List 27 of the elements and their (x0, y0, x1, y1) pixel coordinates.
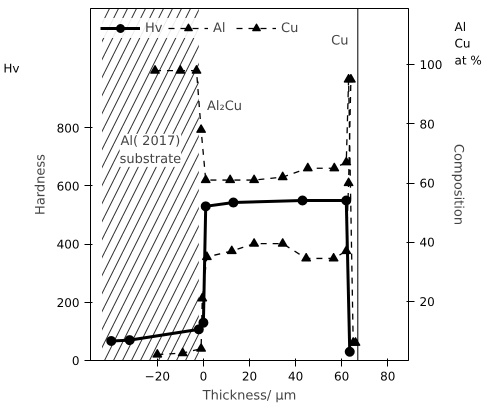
ref-line-label: Cu (331, 34, 348, 48)
y2-tick-label: 20 (420, 294, 435, 309)
y-tick-label: 600 (56, 179, 80, 194)
legend-label: Al (213, 20, 227, 36)
legend-label: Cu (281, 20, 300, 36)
y-tick-label: 0 (72, 354, 80, 368)
y2-tick-label: 100 (420, 58, 442, 72)
legend-label: Hv (145, 20, 164, 36)
x-tick-label: 0 (200, 370, 208, 384)
y2-axis-title: Composition (450, 144, 466, 226)
text: Hv (3, 61, 20, 76)
y-tick-label: 400 (56, 238, 80, 252)
y-axis-title: Hardness (34, 154, 49, 215)
x-tick-label: 20 (242, 370, 258, 384)
x-tick-label: −20 (144, 370, 170, 384)
x-axis-title: Thickness/ µm (202, 388, 296, 404)
band-label: Al( 2017) substrate (120, 134, 182, 167)
x-tick-label: 40 (288, 370, 304, 384)
annotation: Al₂Cu (206, 99, 242, 114)
y-tick-label: 800 (56, 121, 80, 136)
y2-tick-label: 60 (420, 176, 435, 191)
x-tick-label: 80 (380, 370, 396, 384)
y2-tick-label: 40 (420, 236, 435, 250)
y2-tick-label: 80 (420, 117, 435, 132)
text: Al Cu at % (454, 20, 482, 68)
x-tick-label: 60 (334, 370, 350, 384)
y-tick-label: 200 (56, 296, 80, 310)
